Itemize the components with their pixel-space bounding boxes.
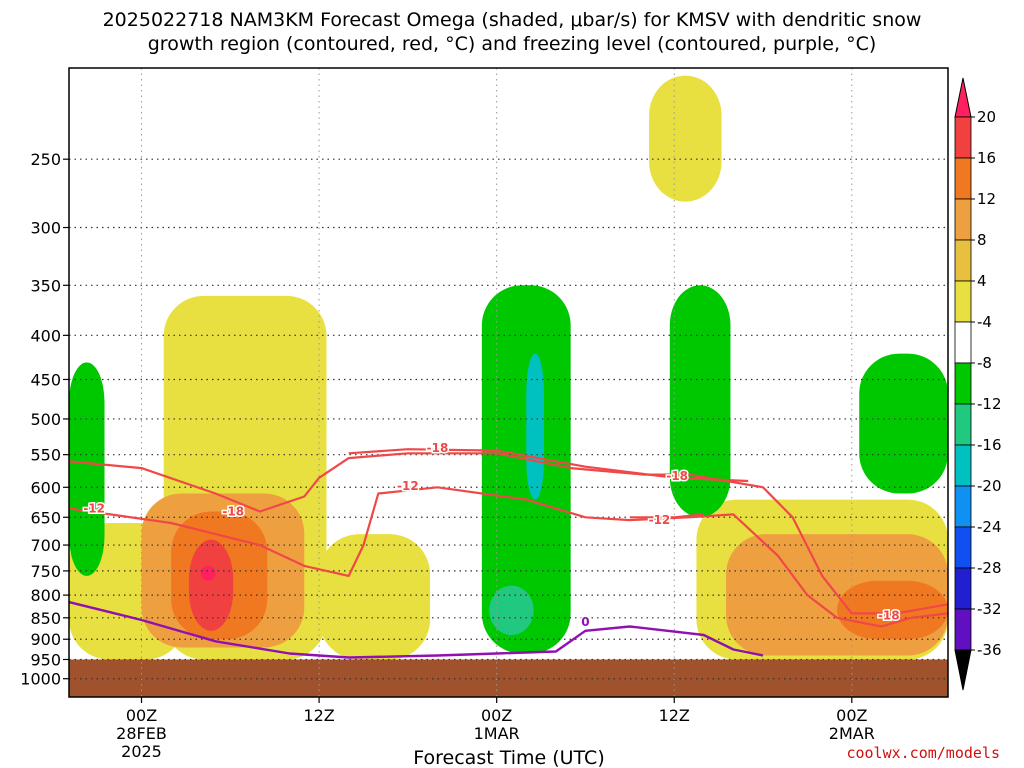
y-tick-label-850: 850 <box>30 609 61 628</box>
x-tick-label-0-2: 2025 <box>121 742 162 761</box>
y-tick-label-1000: 1000 <box>20 670 61 689</box>
chart-title-line-2: growth region (contoured, red, °C) and f… <box>148 33 877 55</box>
x-tick-label-0-0: 00Z <box>126 706 157 725</box>
colorbar-bin-1 <box>954 157 972 200</box>
dgz-contour-0 <box>69 452 948 615</box>
omega-region-16-level--12 <box>526 353 545 500</box>
y-tick-label-250: 250 <box>30 150 61 169</box>
plot-area: -18 -12 -12 -18 -18 -12 -18 0 <box>69 68 948 697</box>
x-axis-title: Forecast Time (UTC) <box>413 747 604 768</box>
dgz-contour-3 <box>629 513 704 519</box>
axes: 250 300 350 400 450 500 550 600 650 700 750 800 850 9… <box>20 67 949 761</box>
colorbar-label-4: 4 <box>977 272 987 290</box>
colorbar-label-7: -12 <box>977 395 1002 413</box>
colorbar-bin-2 <box>954 198 972 241</box>
colorbar-bottom-arrow <box>954 649 972 691</box>
y-tick-label-600: 600 <box>30 478 61 497</box>
colorbar-label-0: 20 <box>977 108 996 126</box>
dgz-contour-2 <box>69 486 948 628</box>
y-tick-label-700: 700 <box>30 536 61 555</box>
x-tick-label-12-0: 12Z <box>303 706 334 725</box>
omega-region-2-level-4 <box>319 534 431 660</box>
colorbar-label-2: 12 <box>977 190 996 208</box>
contour-label-5: -12 <box>649 513 671 527</box>
omega-region-6-level-20 <box>200 565 216 581</box>
y-tick-label-750: 750 <box>30 562 61 581</box>
contour-label-6: -18 <box>878 609 900 623</box>
colorbar-top-arrow <box>954 77 972 118</box>
colorbar-label-9: -20 <box>977 477 1002 495</box>
y-tick-label-950: 950 <box>30 650 61 669</box>
contour-label-7: 0 <box>581 615 589 629</box>
colorbar-bin-10 <box>954 526 972 569</box>
colorbar-label-6: -8 <box>977 354 992 372</box>
colorbar-bin-4 <box>954 280 972 323</box>
omega-region-14-level--4 <box>69 362 105 576</box>
colorbar-label-5: -4 <box>977 313 992 331</box>
colorbar-bin-0 <box>954 116 972 159</box>
credit-text: coolwx.com/models <box>846 744 1000 762</box>
contour-label-2: -12 <box>83 502 105 516</box>
omega-region-9-level-12 <box>837 580 948 640</box>
colorbar-legend: 20 16 12 8 4 -4 -8 -12 -16 -20 -24 -28 -32 -36 <box>954 77 1002 691</box>
colorbar-bin-7 <box>954 403 972 446</box>
y-tick-label-500: 500 <box>30 410 61 429</box>
ground-fill <box>69 659 948 697</box>
x-tick-label-48-0: 00Z <box>836 706 867 725</box>
y-tick-label-800: 800 <box>30 586 61 605</box>
omega-region-15-level--8 <box>489 585 534 636</box>
freezing-contour-0 <box>69 600 764 659</box>
plot-frame <box>68 67 949 698</box>
x-tick-label-0-1: 28FEB <box>116 724 167 743</box>
colorbar-label-3: 8 <box>977 231 987 249</box>
contour-label-1: -12 <box>397 479 419 493</box>
chart-title-line-1: 2025022718 NAM3KM Forecast Omega (shaded… <box>103 9 922 31</box>
y-tick-label-550: 550 <box>30 446 61 465</box>
chart-title: 2025022718 NAM3KM Forecast Omega (shaded… <box>103 9 922 55</box>
omega-region-12-level--4 <box>669 285 731 518</box>
colorbar-label-12: -32 <box>977 600 1002 618</box>
contour-label-4: -18 <box>666 469 688 483</box>
colorbar-label-1: 16 <box>977 149 996 167</box>
y-tick-label-350: 350 <box>30 276 61 295</box>
colorbar-label-8: -16 <box>977 436 1002 454</box>
colorbar-bin-6 <box>954 362 972 405</box>
plot-clipped-group: -18 -12 -12 -18 -18 -12 -18 0 <box>69 68 948 697</box>
y-tick-label-450: 450 <box>30 370 61 389</box>
omega-region-13-level--4 <box>859 353 948 494</box>
y-tick-label-900: 900 <box>30 630 61 649</box>
colorbar-label-10: -24 <box>977 518 1002 536</box>
colorbar-bin-8 <box>954 444 972 487</box>
colorbar-bin-9 <box>954 485 972 528</box>
colorbar-bin-11 <box>954 567 972 610</box>
colorbar-bin-12 <box>954 608 972 651</box>
contour-label-0: -18 <box>427 441 449 455</box>
omega-region-5-level-16 <box>188 539 234 631</box>
x-tick-label-36-0: 12Z <box>659 706 690 725</box>
y-tick-label-400: 400 <box>30 326 61 345</box>
y-tick-label-300: 300 <box>30 219 61 238</box>
colorbar-bin-5 <box>954 321 972 364</box>
contour-label-3: -18 <box>222 504 244 518</box>
omega-region-11-level--4 <box>481 285 571 654</box>
colorbar-label-11: -28 <box>977 559 1002 577</box>
x-tick-label-48-1: 2MAR <box>829 724 875 743</box>
omega-region-10-level-4 <box>649 75 722 202</box>
y-tick-label-650: 650 <box>30 508 61 527</box>
dgz-contour-1 <box>348 448 749 483</box>
colorbar-label-13: -36 <box>977 641 1002 659</box>
x-tick-label-24-0: 00Z <box>481 706 512 725</box>
colorbar-bin-3 <box>954 239 972 282</box>
x-tick-label-24-1: 1MAR <box>474 724 520 743</box>
